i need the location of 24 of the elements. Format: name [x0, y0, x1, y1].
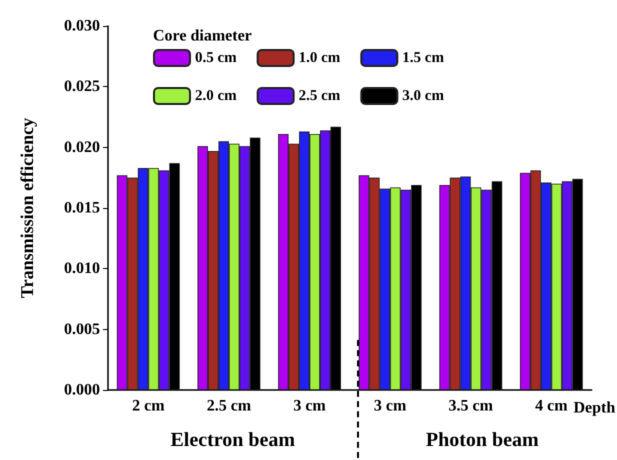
- y-tick-label: 0.020: [64, 138, 100, 156]
- x-tick-label: 4 cm: [535, 398, 568, 414]
- legend-label: 1.0 cm: [298, 50, 341, 66]
- legend-label: 2.0 cm: [195, 88, 238, 104]
- y-tick-label: 0.030: [64, 18, 100, 34]
- text: Photon beam: [426, 429, 539, 451]
- y-tick-label: 0.000: [64, 382, 100, 398]
- x-tick-label: 2.5 cm: [206, 398, 252, 414]
- legend-label: 3.0 cm: [402, 88, 444, 104]
- x-axis-title: Depth: [573, 400, 616, 416]
- legend-label: 1.5 cm: [402, 50, 444, 66]
- legend-title: Core diameter: [153, 28, 252, 44]
- legend-label: 2.5 cm: [298, 88, 341, 104]
- x-tick-label: 3 cm: [293, 398, 326, 414]
- x-tick-label: 2 cm: [132, 398, 166, 414]
- x-tick-label: 3.5 cm: [448, 398, 494, 414]
- y-tick-label: 0.015: [64, 200, 100, 216]
- x-tick-label: 3 cm: [374, 398, 408, 414]
- y-tick-label: 0.005: [64, 320, 100, 338]
- y-axis-title: Transmission efficiency: [17, 118, 37, 298]
- y-tick-label: 0.025: [64, 78, 100, 96]
- legend-label: 0.5 cm: [195, 50, 238, 66]
- y-tick-label: 0.010: [64, 260, 100, 278]
- text: Electron beam: [170, 429, 296, 451]
